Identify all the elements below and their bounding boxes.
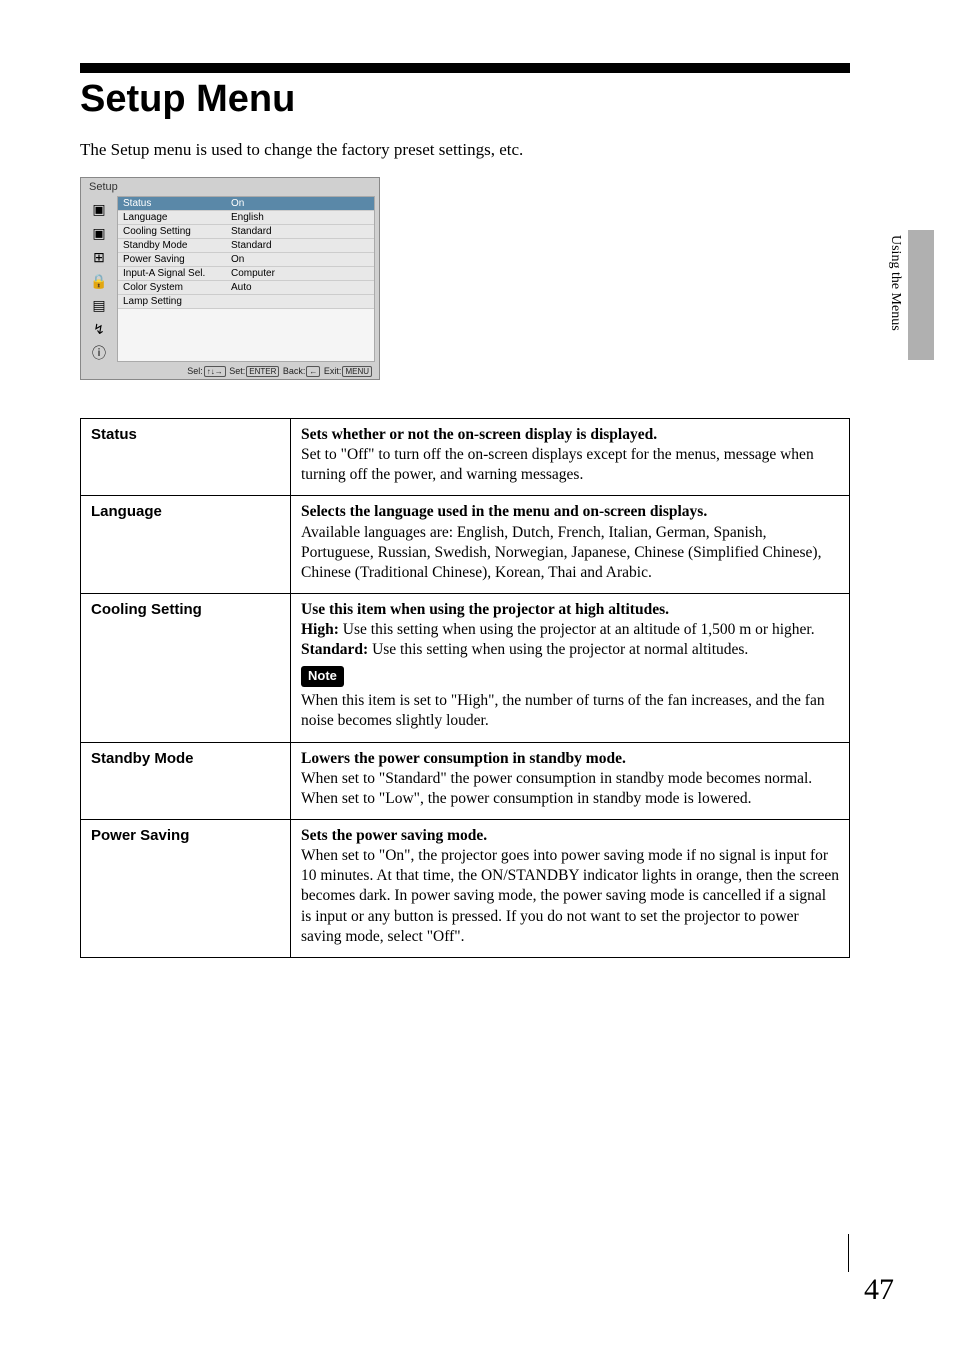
setting-name: Language	[81, 496, 291, 594]
osd-row-value: Auto	[231, 282, 369, 293]
osd-row-value: On	[231, 198, 369, 209]
osd-footer-set: Set:	[229, 366, 245, 376]
setting-body: Set to "Off" to turn off the on-screen d…	[301, 446, 814, 483]
table-row: Standby Mode Lowers the power consumptio…	[81, 742, 850, 819]
osd-row-label: Power Saving	[123, 254, 231, 265]
osd-icon: ⊞	[90, 248, 108, 266]
setting-desc: Lowers the power consumption in standby …	[291, 742, 850, 819]
page-number-rule	[848, 1234, 849, 1272]
title-rule	[80, 63, 850, 73]
setting-desc: Use this item when using the projector a…	[291, 593, 850, 742]
table-row: Power Saving Sets the power saving mode.…	[81, 820, 850, 958]
osd-menu-list: Status On Language English Cooling Setti…	[117, 196, 375, 362]
osd-header: Setup	[81, 178, 379, 196]
osd-row-label: Cooling Setting	[123, 226, 231, 237]
osd-footer-sel: Sel:	[187, 366, 203, 376]
osd-row-value: On	[231, 254, 369, 265]
setting-lead: Selects the language used in the menu an…	[301, 503, 707, 520]
note-badge: Note	[301, 666, 344, 687]
osd-row-value: Standard	[231, 226, 369, 237]
osd-row-label: Standby Mode	[123, 240, 231, 251]
osd-row: Input-A Signal Sel. Computer	[118, 267, 374, 281]
key-icon: ENTER	[246, 366, 279, 377]
osd-footer: Sel:↑↓→ Set:ENTER Back:← Exit:MENU	[81, 364, 379, 379]
osd-footer-back: Back:	[283, 366, 306, 376]
osd-icon: ↯	[90, 320, 108, 338]
osd-icon: ▤	[90, 296, 108, 314]
osd-row-label: Lamp Setting	[123, 296, 231, 307]
setting-lead: Sets the power saving mode.	[301, 827, 487, 844]
key-icon: ←	[306, 366, 320, 377]
setting-name: Power Saving	[81, 820, 291, 958]
setting-name: Status	[81, 419, 291, 496]
osd-row-label: Language	[123, 212, 231, 223]
setting-option: Standard: Use this setting when using th…	[301, 640, 839, 660]
osd-icon: ⓘ	[90, 344, 108, 362]
osd-row: Color System Auto	[118, 281, 374, 295]
osd-row-label: Input-A Signal Sel.	[123, 268, 231, 279]
setting-lead: Use this item when using the projector a…	[301, 601, 669, 618]
osd-row-value	[231, 296, 369, 307]
settings-table: Status Sets whether or not the on-screen…	[80, 418, 850, 958]
note-text: When this item is set to "High", the num…	[301, 692, 825, 729]
osd-icon: ▣	[90, 224, 108, 242]
setting-lead: Sets whether or not the on-screen displa…	[301, 426, 657, 443]
osd-sidebar-icons: ▣ ▣ ⊞ 🔒 ▤ ↯ ⓘ	[85, 196, 113, 362]
osd-screenshot: Setup ▣ ▣ ⊞ 🔒 ▤ ↯ ⓘ Status On Language E…	[80, 177, 380, 380]
intro-text: The Setup menu is used to change the fac…	[80, 140, 523, 160]
osd-row: Language English	[118, 211, 374, 225]
table-row: Cooling Setting Use this item when using…	[81, 593, 850, 742]
osd-row: Power Saving On	[118, 253, 374, 267]
osd-footer-exit: Exit:	[324, 366, 342, 376]
table-row: Status Sets whether or not the on-screen…	[81, 419, 850, 496]
osd-row: Status On	[118, 197, 374, 211]
setting-name: Cooling Setting	[81, 593, 291, 742]
key-icon: ↑↓→	[204, 366, 226, 377]
osd-icon: ▣	[90, 200, 108, 218]
setting-body: When set to "Standard" the power consump…	[301, 770, 812, 807]
setting-name: Standby Mode	[81, 742, 291, 819]
osd-body: ▣ ▣ ⊞ 🔒 ▤ ↯ ⓘ Status On Language English…	[81, 196, 379, 364]
table-row: Language Selects the language used in th…	[81, 496, 850, 594]
setting-option: High: Use this setting when using the pr…	[301, 620, 839, 640]
setting-lead: Lowers the power consumption in standby …	[301, 750, 626, 767]
osd-icon: 🔒	[90, 272, 108, 290]
side-tab	[908, 230, 934, 360]
osd-row: Standby Mode Standard	[118, 239, 374, 253]
setting-body: When set to "On", the projector goes int…	[301, 847, 839, 945]
page-number: 47	[864, 1273, 894, 1307]
osd-row-value: Standard	[231, 240, 369, 251]
setting-desc: Sets the power saving mode. When set to …	[291, 820, 850, 958]
osd-row-label: Status	[123, 198, 231, 209]
setting-body: Available languages are: English, Dutch,…	[301, 524, 821, 581]
page-title: Setup Menu	[80, 78, 295, 121]
side-section-label: Using the Menus	[887, 235, 903, 331]
osd-row: Lamp Setting	[118, 295, 374, 309]
setting-desc: Sets whether or not the on-screen displa…	[291, 419, 850, 496]
osd-row: Cooling Setting Standard	[118, 225, 374, 239]
osd-row-value: Computer	[231, 268, 369, 279]
setting-desc: Selects the language used in the menu an…	[291, 496, 850, 594]
osd-row-value: English	[231, 212, 369, 223]
osd-row-label: Color System	[123, 282, 231, 293]
key-icon: MENU	[342, 366, 372, 377]
